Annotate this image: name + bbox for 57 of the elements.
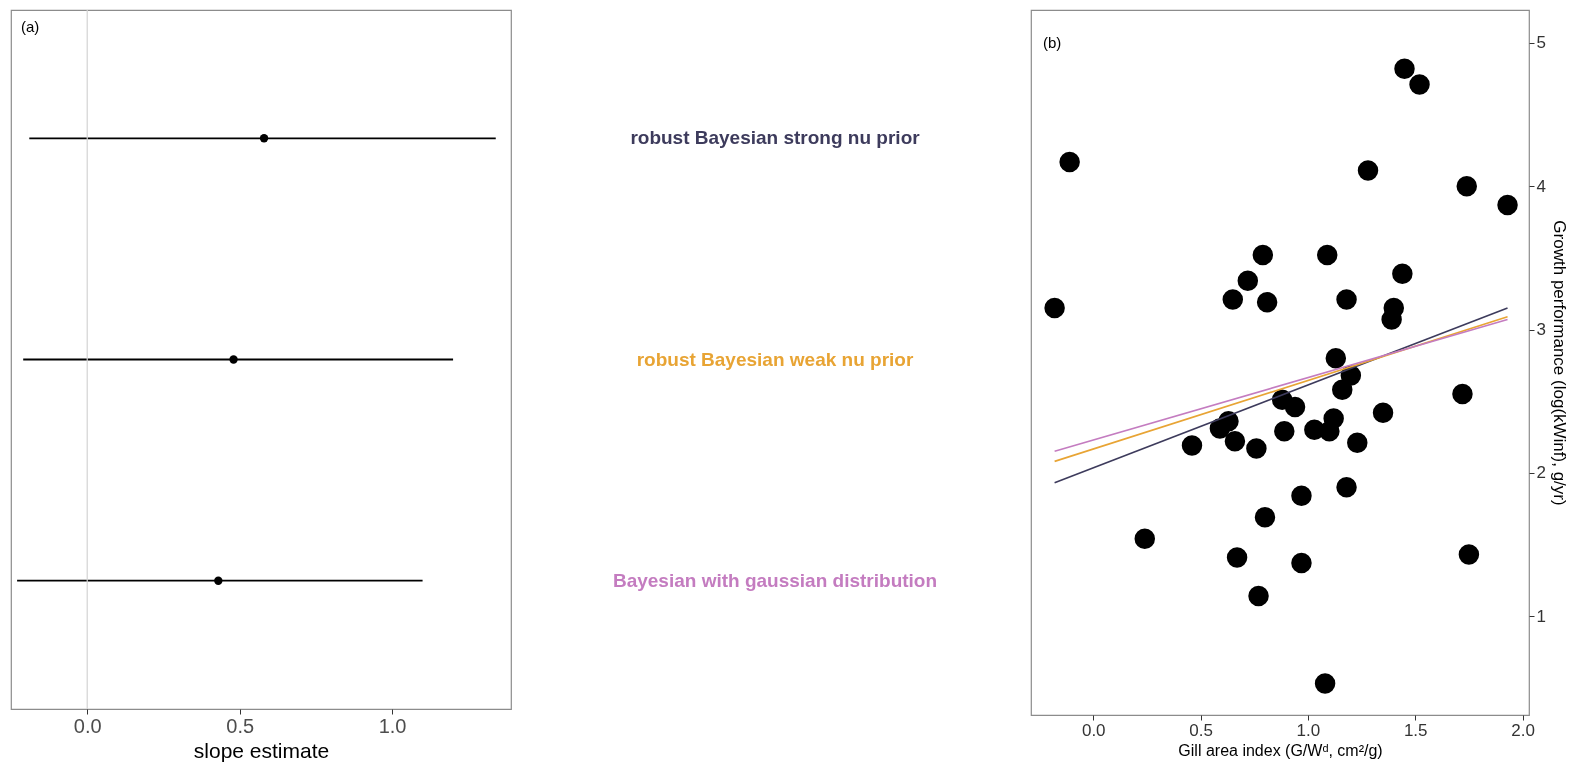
point [1252, 244, 1274, 266]
point [1409, 74, 1430, 95]
point [1291, 552, 1312, 574]
point [1332, 379, 1353, 400]
x-tick-label: 2.0 [1511, 720, 1535, 740]
x-tick-label: 0.5 [1189, 720, 1213, 740]
point [1394, 58, 1415, 79]
point [1452, 383, 1473, 405]
point [1181, 435, 1203, 456]
point [1347, 432, 1368, 453]
point [1458, 544, 1480, 565]
x-axis-title: Gill area index (G/Wᵈ, cm²/g) [1178, 741, 1383, 759]
y-tick-label: 4 [1536, 176, 1546, 196]
annotation: (b) [1043, 34, 1062, 51]
x-tick-label: 0.0 [73, 714, 102, 737]
y-axis-title: Growth performance (log(kWinf), g/yr) [1549, 220, 1569, 506]
point [1246, 438, 1267, 459]
point [1314, 673, 1336, 694]
point [1372, 402, 1394, 423]
point [1284, 396, 1306, 418]
annotation: (a) [21, 18, 40, 35]
point [1134, 528, 1156, 549]
y-tick-label: 5 [1536, 33, 1546, 53]
point [1226, 547, 1248, 568]
point [1381, 309, 1402, 330]
point [1392, 263, 1413, 284]
point [1224, 431, 1246, 452]
y-tick-label: 2 [1536, 463, 1546, 483]
y-tick-label: 3 [1536, 320, 1546, 340]
point [1336, 289, 1357, 310]
point [1254, 507, 1276, 528]
x-tick-label: 1.5 [1403, 720, 1428, 740]
x-tick-label: 1.0 [1296, 720, 1321, 740]
point [1222, 289, 1244, 310]
point [1248, 585, 1269, 607]
point [1059, 151, 1080, 173]
point [1497, 194, 1518, 216]
point [1357, 160, 1379, 181]
y-tick-label: robust Bayesian strong nu prior [630, 127, 921, 149]
point [1325, 347, 1347, 369]
x-tick-label: 0.5 [226, 714, 255, 737]
x-axis-title: slope estimate [193, 738, 330, 762]
x-tick-label: 1.0 [378, 714, 407, 737]
point [1456, 176, 1477, 197]
point [1237, 270, 1259, 292]
point [1256, 292, 1278, 313]
point [1316, 244, 1338, 266]
point [1044, 297, 1065, 319]
point [1274, 421, 1295, 442]
point [1336, 476, 1357, 498]
point [1209, 418, 1231, 439]
point [1291, 485, 1312, 506]
x-tick-label: 0.0 [1081, 720, 1106, 740]
y-tick-label: robust Bayesian weak nu prior [636, 348, 914, 370]
y-tick-label: Bayesian with gaussian distribution [612, 569, 938, 591]
y-tick-label: 1 [1536, 606, 1546, 626]
point [1319, 421, 1340, 442]
